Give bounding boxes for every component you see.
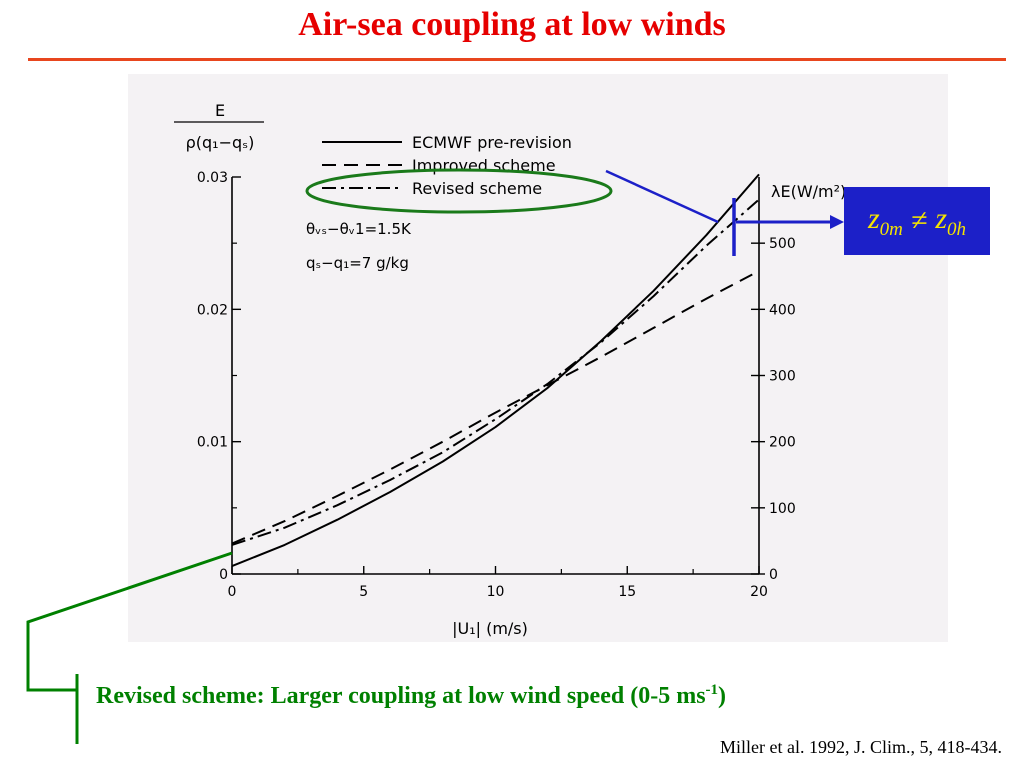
difference-marker xyxy=(605,169,844,256)
y-tick-label: 0 xyxy=(219,567,228,583)
chart-annotation-q: qₛ−q₁=7 g/kg xyxy=(306,254,409,272)
y2-tick-label: 200 xyxy=(769,435,796,451)
slide-caption: Revised scheme: Larger coupling at low w… xyxy=(96,682,727,709)
chart-annotation-theta: θᵥₛ−θᵥ1=1.5K xyxy=(306,220,412,238)
revised-scheme-highlight-ellipse xyxy=(305,168,613,214)
y-tick-label: 0.03 xyxy=(197,170,228,186)
series-line-ecmwf-pre-revision xyxy=(231,173,760,568)
x-axis-label: |U₁| (m/s) xyxy=(452,619,528,638)
roughness-length-annotation-box: z0m ≠ z0h xyxy=(844,187,990,255)
x-tick-label: 5 xyxy=(359,584,368,600)
not-equal-symbol: ≠ xyxy=(910,204,928,237)
legend-label-revised-scheme: Revised scheme xyxy=(412,179,542,198)
y2-tick-label: 100 xyxy=(769,501,796,517)
y-axis-label-numerator: E xyxy=(215,101,225,120)
low-wind-callout xyxy=(26,551,233,744)
legend-label-ecmwf-pre-revision: ECMWF pre-revision xyxy=(412,133,572,152)
series-line-revised-scheme xyxy=(231,198,760,546)
y-tick-label: 0.02 xyxy=(197,302,228,318)
citation: Miller et al. 1992, J. Clim., 5, 418-434… xyxy=(720,737,1002,757)
difference-marker-pointer xyxy=(605,169,719,224)
z0m-symbol: z0m xyxy=(867,201,903,240)
y2-tick-label: 0 xyxy=(769,567,778,583)
series-line-improved-scheme xyxy=(231,270,760,545)
slide-title: Air-sea coupling at low winds xyxy=(298,6,726,43)
z0h-symbol: z0h xyxy=(935,201,967,240)
difference-marker-arrowhead xyxy=(830,215,844,229)
title-divider xyxy=(28,58,1006,61)
chart-series xyxy=(231,173,760,568)
low-wind-callout-line xyxy=(26,551,233,692)
x-tick-label: 15 xyxy=(618,584,636,600)
x-tick-label: 20 xyxy=(750,584,768,600)
y2-tick-label: 400 xyxy=(769,302,796,318)
scanned-figure-background xyxy=(128,74,948,642)
x-tick-label: 10 xyxy=(487,584,505,600)
chart-legend: ECMWF pre-revision Improved scheme Revis… xyxy=(322,133,572,198)
y2-axis-label: λE(W/m²) xyxy=(771,182,846,201)
y2-tick-label: 500 xyxy=(769,236,796,252)
x-tick-label: 0 xyxy=(228,584,237,600)
y2-tick-label: 300 xyxy=(769,369,796,385)
y-axis-label-denominator: ρ(q₁−qₛ) xyxy=(186,133,255,152)
y-tick-label: 0.01 xyxy=(197,435,228,451)
